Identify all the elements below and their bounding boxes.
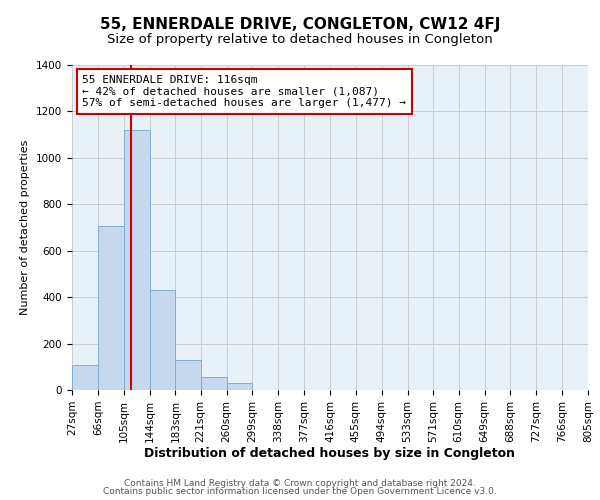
Text: Size of property relative to detached houses in Congleton: Size of property relative to detached ho… [107,32,493,46]
Bar [175,360,200,390]
Bar [72,365,98,390]
X-axis label: Distribution of detached houses by size in Congleton: Distribution of detached houses by size … [145,448,515,460]
Bar [200,377,227,390]
Text: Contains public sector information licensed under the Open Government Licence v3: Contains public sector information licen… [103,487,497,496]
Bar [98,226,124,390]
Text: 55, ENNERDALE DRIVE, CONGLETON, CW12 4FJ: 55, ENNERDALE DRIVE, CONGLETON, CW12 4FJ [100,18,500,32]
Text: 55 ENNERDALE DRIVE: 116sqm
← 42% of detached houses are smaller (1,087)
57% of s: 55 ENNERDALE DRIVE: 116sqm ← 42% of deta… [82,74,406,108]
Bar [149,290,175,390]
Bar [227,382,253,390]
Bar [124,130,149,390]
Y-axis label: Number of detached properties: Number of detached properties [20,140,31,315]
Text: Contains HM Land Registry data © Crown copyright and database right 2024.: Contains HM Land Registry data © Crown c… [124,478,476,488]
